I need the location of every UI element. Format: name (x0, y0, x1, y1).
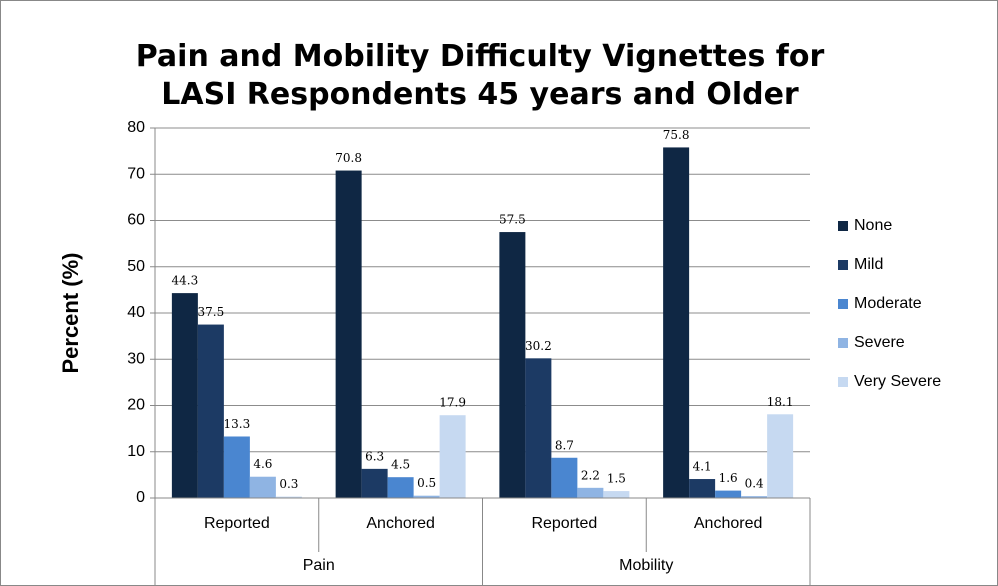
bar (275, 496, 302, 498)
value-label: 75.8 (663, 128, 690, 142)
value-label: 18.1 (767, 395, 794, 409)
bar (663, 147, 690, 499)
y-tick-label: 60 (127, 212, 145, 229)
legend-label: Moderate (854, 295, 922, 312)
value-label: 57.5 (499, 213, 526, 227)
x-tick-label: Reported (531, 515, 597, 532)
bar (715, 490, 742, 498)
value-label: 70.8 (335, 151, 362, 165)
bar (249, 476, 276, 498)
value-label: 1.6 (719, 471, 738, 485)
bar (499, 232, 526, 498)
legend-label: Severe (854, 334, 905, 351)
legend-label: None (854, 217, 892, 234)
legend-swatch (838, 377, 848, 387)
legend-swatch (838, 299, 848, 309)
y-tick-label: 80 (127, 119, 145, 136)
legend-swatch (838, 338, 848, 348)
value-label: 0.5 (417, 476, 436, 490)
value-label: 8.7 (555, 438, 574, 452)
value-label: 30.2 (525, 339, 552, 353)
bar (197, 324, 224, 498)
x-tick-label: Anchored (366, 515, 435, 532)
x-tick-label: Anchored (694, 515, 763, 532)
bar (577, 487, 604, 498)
value-label: 2.2 (581, 468, 600, 482)
legend-swatch (838, 221, 848, 231)
value-label: 4.1 (693, 460, 712, 474)
value-label: 6.3 (365, 449, 384, 463)
value-label: 4.6 (253, 457, 272, 471)
legend-label: Very Severe (854, 373, 941, 390)
bar (335, 170, 362, 499)
legend-label: Mild (854, 256, 883, 273)
bar (387, 477, 414, 498)
y-tick-label: 40 (127, 304, 145, 321)
x-group-label: Pain (303, 557, 335, 574)
value-label: 37.5 (198, 305, 225, 319)
bar (603, 491, 630, 498)
value-label: 44.3 (172, 274, 199, 288)
y-tick-label: 10 (127, 443, 145, 460)
value-label: 1.5 (607, 472, 626, 486)
bar (689, 479, 716, 498)
value-label: 0.3 (279, 477, 298, 491)
legend-swatch (838, 260, 848, 270)
bar (741, 496, 768, 498)
x-tick-label: Reported (204, 515, 270, 532)
bar (223, 436, 250, 498)
bar (551, 457, 578, 498)
value-label: 0.4 (745, 477, 764, 491)
value-label: 17.9 (439, 396, 466, 410)
y-tick-label: 70 (127, 165, 145, 182)
bar (767, 414, 794, 498)
bar (439, 415, 466, 498)
bar (171, 293, 198, 498)
bar (413, 495, 440, 498)
value-label: 13.3 (224, 417, 251, 431)
bar (525, 358, 552, 498)
value-label: 4.5 (391, 458, 410, 472)
y-tick-label: 30 (127, 350, 145, 367)
chart-title: Pain and Mobility Difficulty Vignettes f… (135, 39, 825, 112)
x-group-label: Mobility (619, 557, 673, 574)
y-tick-label: 20 (127, 397, 145, 414)
y-tick-label: 50 (127, 258, 145, 275)
y-tick-label: 0 (136, 489, 145, 506)
bar (361, 468, 388, 498)
y-axis-label: Percent (%) (58, 252, 83, 373)
